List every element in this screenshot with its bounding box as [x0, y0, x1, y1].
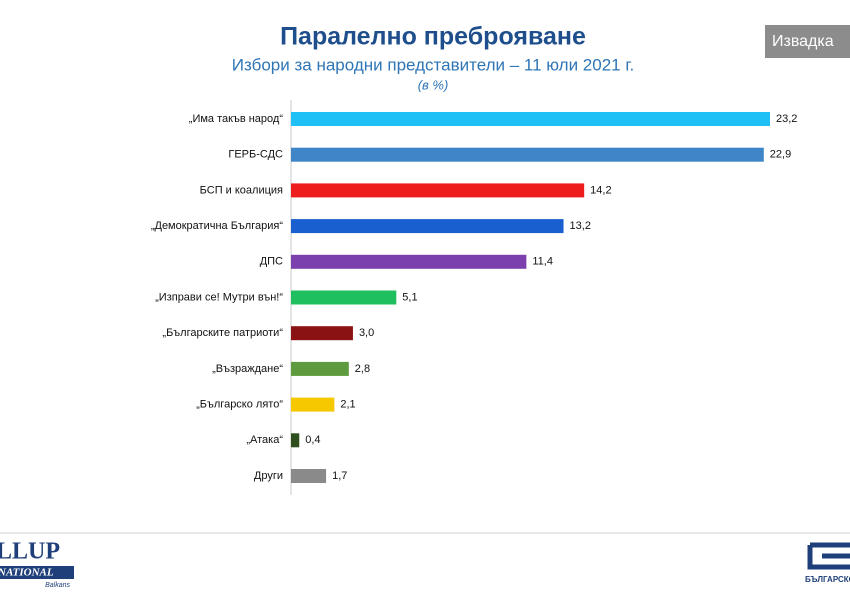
category-label: „Българско лято“ — [196, 399, 283, 411]
value-label: 0,4 — [305, 434, 320, 446]
category-label: ДПС — [260, 256, 283, 268]
bar — [291, 290, 397, 305]
category-label: „Атака“ — [246, 434, 283, 446]
bar — [291, 147, 764, 162]
value-label: 13,2 — [570, 220, 591, 232]
value-label: 3,0 — [359, 327, 374, 339]
category-label: „Има такъв народ“ — [189, 113, 284, 125]
bar — [291, 397, 335, 412]
chart-subtitle: Избори за народни представители – 11 юли… — [232, 55, 634, 74]
logo-left-box — [0, 566, 74, 579]
bar — [291, 112, 770, 126]
bar — [291, 219, 564, 234]
category-label: Други — [254, 470, 283, 482]
category-label: „Българските патриоти“ — [162, 327, 283, 339]
bar — [291, 361, 349, 376]
value-label: 14,2 — [590, 184, 611, 196]
category-label: „Възраждане“ — [212, 363, 283, 375]
logo-right: БЪЛГАРСКО — [805, 575, 850, 584]
badge-box — [765, 25, 850, 58]
value-label: 23,2 — [776, 113, 797, 125]
value-label: 1,7 — [332, 470, 347, 482]
value-label: 5,1 — [402, 291, 417, 303]
category-label: „Демократична България“ — [151, 220, 283, 232]
logo-left-name: LLUP — [0, 539, 60, 565]
chart-title: Паралелно преброяване — [280, 23, 586, 51]
bar — [291, 254, 527, 269]
value-label: 2,8 — [355, 363, 370, 375]
bar — [291, 326, 353, 341]
logo-right-icon — [807, 542, 850, 570]
category-label: „Изправи се! Мутри вън!“ — [155, 291, 283, 303]
category-label: БСП и коалиция — [200, 184, 283, 196]
category-label: ГЕРБ-СДС — [228, 149, 283, 161]
bar — [291, 469, 327, 483]
value-label: 2,1 — [340, 399, 355, 411]
value-label: 22,9 — [770, 149, 791, 161]
logo-left-sub: NATIONAL — [0, 567, 54, 579]
value-label: 11,4 — [532, 256, 553, 268]
badge: Извадка — [772, 33, 834, 50]
unit-note: (в %) — [418, 77, 449, 92]
bar — [291, 183, 585, 198]
bar — [291, 433, 300, 448]
logo-left-region: Balkans — [45, 582, 70, 589]
